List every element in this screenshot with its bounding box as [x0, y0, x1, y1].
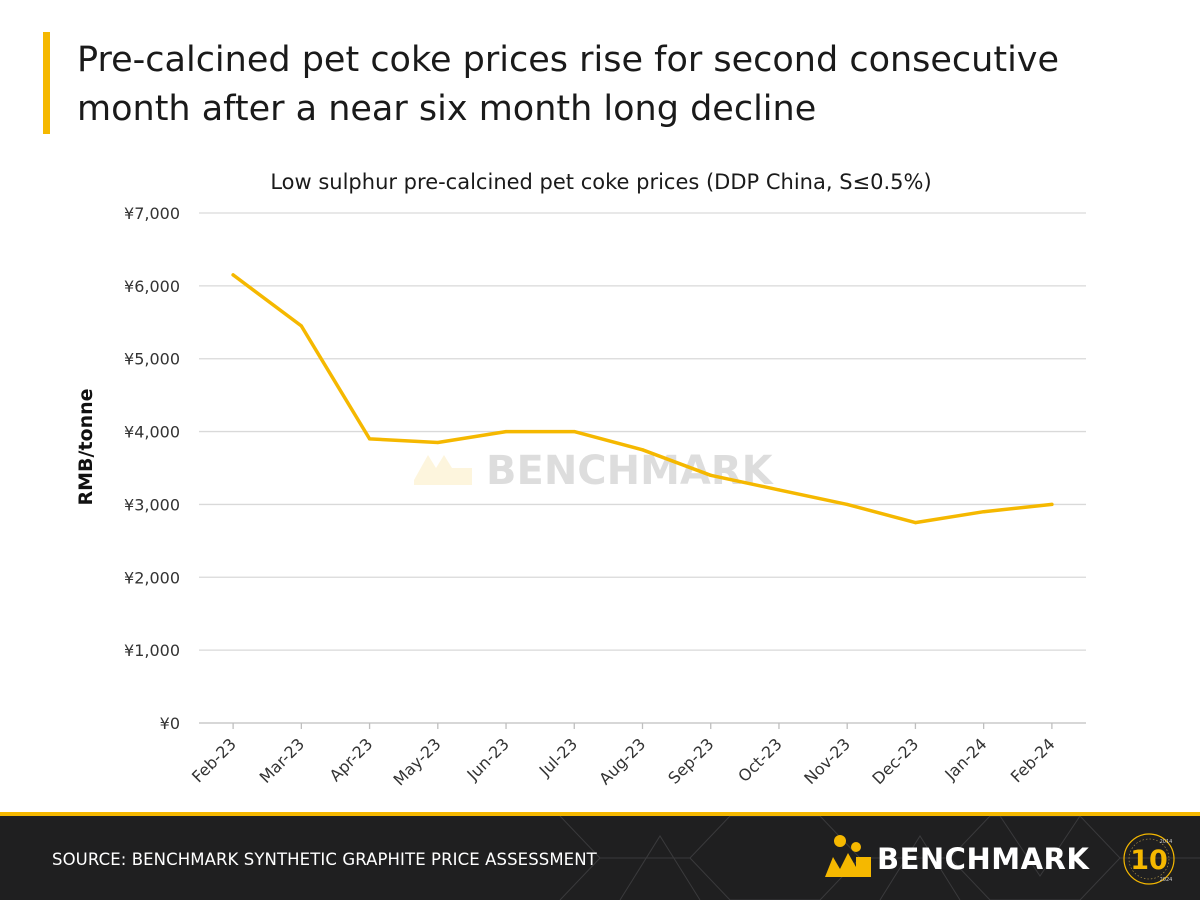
y-tick-label: ¥7,000	[124, 204, 180, 223]
anniversary-badge: 10 2014 2024	[1123, 833, 1175, 885]
data-point	[367, 437, 372, 441]
x-tick-label: May-23	[390, 734, 445, 789]
data-point	[982, 510, 986, 514]
x-tick-label: Jan-24	[940, 734, 990, 784]
x-tick-label: Feb-23	[188, 734, 240, 786]
data-point	[436, 440, 440, 445]
data-point	[1050, 502, 1054, 507]
data-point	[640, 448, 645, 452]
chart-grid	[199, 212, 1086, 724]
x-tick-label: Sep-23	[664, 734, 717, 787]
headline-accent-bar	[43, 32, 50, 134]
y-tick-label: ¥1,000	[124, 641, 180, 660]
x-tick-label: Jul-23	[535, 734, 581, 780]
y-tick-label: ¥5,000	[124, 350, 180, 369]
x-tick-label: Aug-23	[595, 734, 649, 788]
x-axis-ticks: Feb-23 Mar-23 Apr-23 May-23 Jun-23 Jul-23 Aug-…	[188, 723, 1059, 790]
line-chart: Low sulphur pre-calcined pet coke prices…	[75, 170, 1086, 790]
y-axis-label: RMB/tonne	[75, 388, 97, 505]
y-tick-label: ¥2,000	[124, 568, 180, 587]
data-point	[845, 502, 849, 507]
chart-series	[231, 273, 1054, 525]
x-tick-label: Mar-23	[256, 734, 309, 787]
y-tick-label: ¥0	[160, 714, 180, 733]
benchmark-logo-icon	[825, 835, 871, 877]
y-tick-label: ¥4,000	[124, 423, 180, 442]
y-tick-label: ¥3,000	[124, 495, 180, 514]
x-tick-label: Jun-23	[463, 734, 513, 784]
x-tick-label: Apr-23	[326, 734, 377, 785]
data-point	[299, 324, 303, 328]
data-point	[231, 273, 235, 277]
x-tick-label: Feb-24	[1007, 734, 1059, 786]
data-point	[913, 521, 918, 525]
anniversary-number: 10	[1130, 845, 1168, 876]
chart-title: Low sulphur pre-calcined pet coke prices…	[270, 170, 931, 194]
watermark-logo-icon	[414, 455, 472, 485]
anniversary-end-year: 2024	[1160, 877, 1173, 883]
page-title: Pre-calcined pet coke prices rise for se…	[77, 40, 1060, 129]
x-tick-label: Dec-23	[868, 734, 922, 788]
benchmark-brand: BENCHMARK 10 2014 2024	[823, 829, 1175, 889]
anniversary-start-year: 2014	[1160, 839, 1173, 845]
benchmark-watermark: BENCHMARK	[414, 448, 775, 494]
y-tick-label: ¥6,000	[124, 277, 180, 296]
y-axis-ticks: ¥0 ¥1,000 ¥2,000 ¥3,000 ¥4,000 ¥5,000 ¥6,000 ¥7…	[124, 204, 180, 733]
data-point	[777, 488, 781, 492]
x-tick-label: Oct-23	[734, 734, 785, 785]
brand-name: BENCHMARK	[877, 842, 1090, 876]
source-note: SOURCE: BENCHMARK SYNTHETIC GRAPHITE PRI…	[52, 850, 597, 869]
data-point	[504, 429, 508, 434]
data-point	[572, 429, 576, 434]
x-tick-label: Nov-23	[800, 734, 854, 788]
footer: SOURCE: BENCHMARK SYNTHETIC GRAPHITE PRI…	[0, 812, 1200, 900]
watermark-text: BENCHMARK	[486, 448, 775, 494]
data-point	[709, 473, 713, 477]
